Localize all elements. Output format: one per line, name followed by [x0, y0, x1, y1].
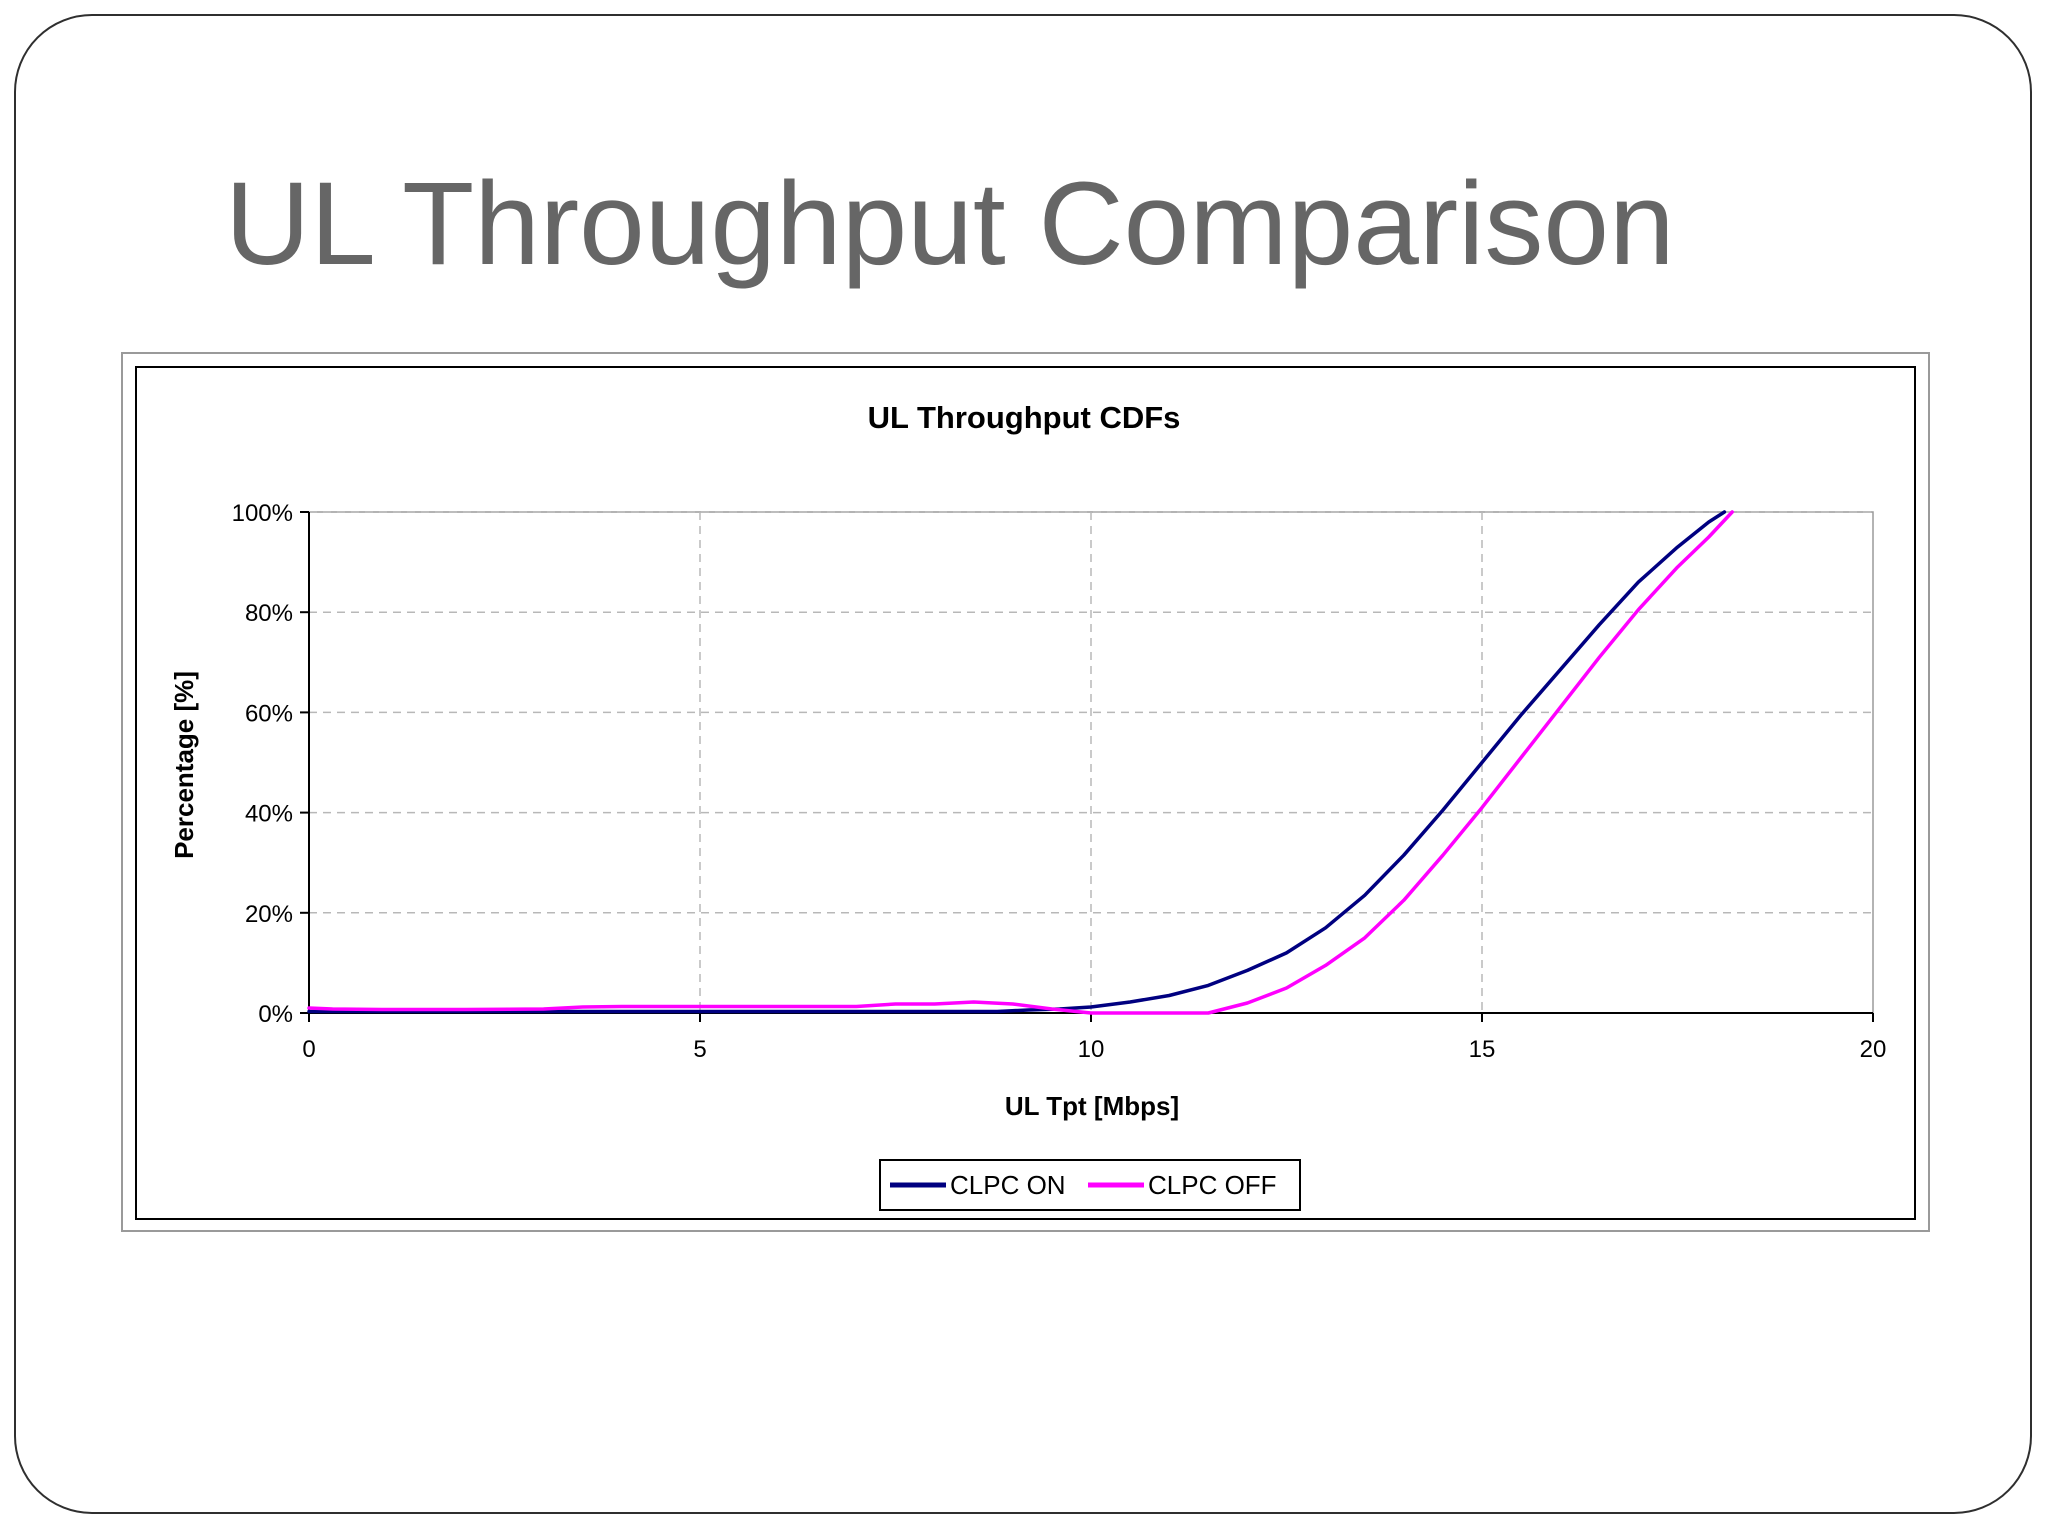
series-line-clpc-on	[307, 510, 1727, 1014]
chart-area	[135, 366, 1916, 1220]
chart-title: UL Throughput CDFs	[868, 400, 1181, 435]
series-line-clpc-off	[307, 510, 1734, 1015]
x-tick-label: 10	[1078, 1036, 1105, 1063]
x-axis-label: UL Tpt [Mbps]	[1005, 1091, 1179, 1121]
legend-label: CLPC OFF	[1148, 1170, 1277, 1200]
grid-layer	[308, 511, 1874, 1014]
x-tick-label: 15	[1469, 1036, 1496, 1063]
y-tick-label: 60%	[245, 700, 293, 727]
x-tick-label: 0	[302, 1036, 315, 1063]
legend-label: CLPC ON	[950, 1170, 1066, 1200]
y-axis-label: Percentage [%]	[169, 671, 199, 859]
x-tick-label: 5	[693, 1036, 706, 1063]
series-layer	[307, 510, 1734, 1015]
y-tick-label: 100%	[232, 500, 293, 527]
slide-title: UL Throughput Comparison	[225, 158, 1675, 290]
legend: CLPC ON CLPC OFF	[879, 1159, 1301, 1211]
y-tick-label: 80%	[245, 600, 293, 627]
y-tick-label: 20%	[245, 901, 293, 928]
y-tick-label: 0%	[258, 1001, 293, 1028]
x-tick-label: 20	[1860, 1036, 1887, 1063]
ticks-layer: 0% 20% 40% 60% 80% 100% 0 5 10 15 20	[232, 500, 1887, 1063]
y-tick-label: 40%	[245, 801, 293, 828]
